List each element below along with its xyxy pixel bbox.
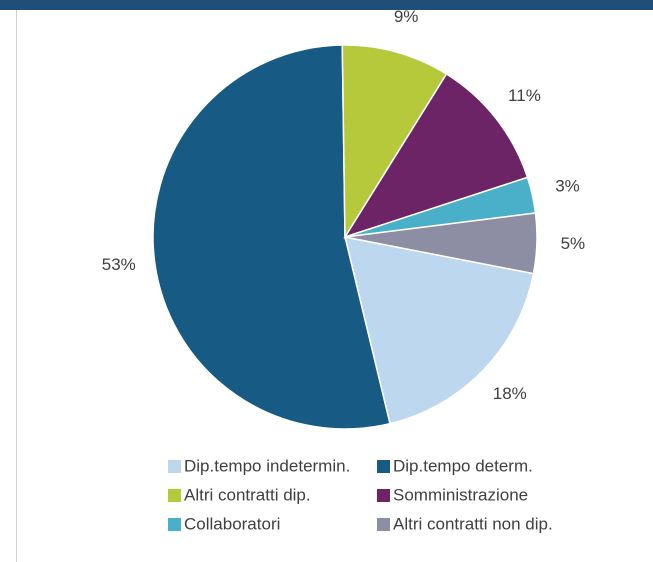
- legend-label: Dip.tempo determ.: [393, 456, 533, 475]
- legend-label: Altri contratti dip.: [184, 485, 311, 504]
- legend-swatch: [168, 518, 181, 531]
- legend-label: Altri contratti non dip.: [393, 514, 553, 533]
- header-bar: [0, 0, 653, 10]
- legend-swatch: [377, 489, 390, 502]
- legend-label: Collaboratori: [184, 514, 280, 533]
- legend-label: Dip.tempo indetermin.: [184, 456, 350, 475]
- pie-slice: [152, 44, 391, 430]
- legend-swatch: [168, 489, 181, 502]
- pie: 18% 53% 9% 11% 3% 5%: [102, 7, 586, 430]
- legend: Dip.tempo indetermin. Dip.tempo determ. Al…: [168, 456, 553, 533]
- pie-slice: [341, 44, 448, 240]
- pie-slice: [343, 72, 529, 239]
- pie-slice: [344, 212, 538, 275]
- data-label: 53%: [102, 255, 136, 274]
- data-label: 5%: [561, 234, 586, 253]
- data-label: 11%: [508, 86, 541, 105]
- data-label: 3%: [555, 177, 580, 196]
- pie-slice: [343, 236, 535, 425]
- data-label: 18%: [493, 384, 527, 403]
- legend-swatch: [168, 460, 181, 473]
- legend-label: Somministrazione: [393, 485, 528, 504]
- data-label: 9%: [394, 7, 419, 26]
- legend-swatch: [377, 460, 390, 473]
- legend-swatch: [377, 518, 390, 531]
